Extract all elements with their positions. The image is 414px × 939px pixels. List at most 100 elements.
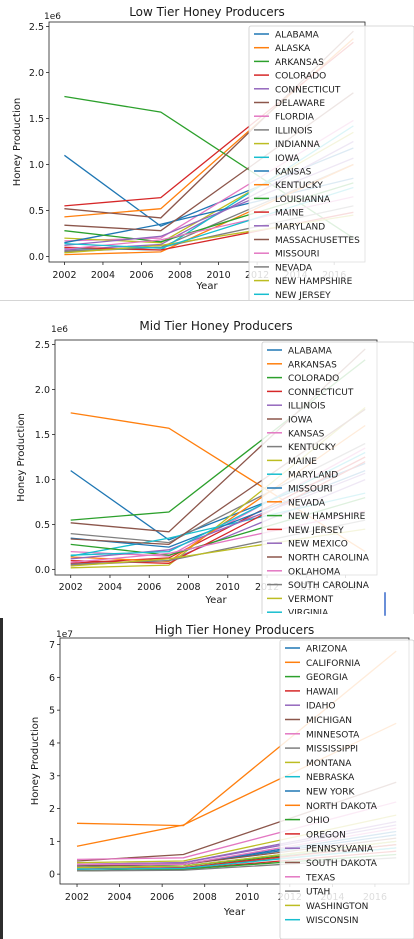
y-axis-multiplier: 1e6 (51, 325, 68, 335)
legend-label: MONTANA (306, 759, 352, 769)
chart-title: High Tier Honey Producers (155, 623, 315, 637)
legend-box (279, 639, 414, 939)
legend: ALABAMA ALASKA ARKANSAS COLORADO CONNECTICUT… (248, 25, 414, 300)
y-axis-multiplier: 1e6 (44, 12, 61, 22)
legend-label: OKLAHOMA (288, 567, 341, 577)
legend-label: ARIZONA (306, 645, 348, 655)
x-axis-label: Year (195, 281, 218, 292)
y-tick-label: 1.0 (35, 475, 50, 486)
legend-label: MICHIGAN (306, 716, 352, 726)
legend-label: COLORADO (275, 72, 326, 82)
x-tick-label: 2006 (150, 892, 174, 903)
legend-label: GEORGIA (306, 673, 349, 683)
legend-label: OREGON (306, 830, 346, 840)
y-tick-label: 2 (49, 804, 55, 815)
x-tick-label: 2004 (98, 582, 122, 593)
legend-label: COLORADO (288, 374, 339, 384)
legend-label: MARYLAND (275, 222, 325, 232)
legend-label: CONNECTICUT (288, 388, 354, 398)
y-tick-label: 1.5 (29, 114, 44, 125)
legend-label: NEW YORK (306, 788, 356, 798)
legend-label: SOUTH DAKOTA (306, 859, 378, 869)
scrollbar-thumb[interactable] (384, 592, 386, 616)
y-tick-label: 3 (49, 771, 55, 782)
y-axis-label: Honey Production (12, 98, 23, 186)
x-tick-label: 2004 (107, 892, 131, 903)
legend-label: ILLINOIS (275, 126, 313, 136)
mid-tier-chart-panel: Mid Tier Honey Producers 1e6 0.0 0.5 1.0 1.5 2… (0, 312, 414, 614)
legend-label: PENNSYLVANIA (306, 845, 374, 855)
legend-label: INDIANNA (275, 140, 321, 150)
legend-label: ARKANSAS (288, 360, 337, 370)
panel-divider (0, 300, 414, 301)
y-tick-label: 1 (49, 837, 55, 848)
y-tick-label: 1.5 (35, 430, 50, 441)
legend-label: IDAHO (306, 702, 335, 712)
x-tick-label: 2002 (65, 892, 89, 903)
y-tick-label: 2.5 (29, 22, 44, 33)
x-tick-label: 2010 (235, 892, 259, 903)
legend-label: NEVADA (288, 498, 326, 508)
x-axis-label: Year (223, 907, 246, 918)
legend-label: SOUTH CAROLINA (288, 581, 370, 591)
legend-label: IOWA (275, 154, 300, 164)
legend-label: NEW JERSEY (288, 526, 344, 536)
legend-label: VERMONT (288, 595, 334, 605)
y-tick-label: 7 (49, 640, 55, 651)
legend-label: HAWAII (306, 687, 338, 697)
y-tick-label: 5 (49, 706, 55, 717)
legend-label: CALIFORNIA (306, 659, 361, 669)
y-axis-label: Honey Production (16, 413, 27, 501)
legend-label: TEXAS (305, 873, 336, 883)
x-tick-label: 2006 (137, 582, 161, 593)
legend-label: MINNESOTA (306, 730, 360, 740)
legend-label: WISCONSIN (306, 916, 358, 926)
legend-label: MAINE (288, 457, 317, 467)
x-axis-label: Year (204, 595, 227, 606)
x-tick-label: 2004 (91, 270, 115, 281)
legend-box (248, 25, 414, 300)
legend-label: KANSAS (275, 168, 312, 178)
chart-title: Mid Tier Honey Producers (139, 319, 292, 333)
legend-label: NEW HAMPSHIRE (275, 277, 353, 287)
legend-label: ARKANSAS (275, 58, 324, 68)
legend-label: KENTUCKY (288, 443, 336, 453)
legend-label: ALABAMA (275, 31, 320, 41)
legend-label: ILLINOIS (288, 402, 326, 412)
y-axis-label: Honey Production (30, 717, 41, 805)
legend-label: OHIO (306, 816, 330, 826)
legend: ALABAMA ARKANSAS COLORADO CONNECTICUT ILLINO… (261, 341, 414, 614)
legend-label: NORTH CAROLINA (288, 554, 370, 564)
y-tick-label: 2.0 (35, 385, 50, 396)
legend-label: MISSOURI (288, 485, 332, 495)
legend-label: NEW MEXICO (288, 540, 348, 550)
legend-label: MISSISSIPPI (306, 745, 358, 755)
y-tick-label: 0.5 (35, 520, 50, 531)
y-tick-label: 0.5 (29, 206, 44, 217)
y-tick-label: 2.0 (29, 68, 44, 79)
chart-svg: High Tier Honey Producers 1e7 0 1 2 3 4 5 6 7 2002… (30, 623, 414, 939)
legend-label: LOUISIANNA (275, 195, 331, 205)
x-tick-label: 2008 (176, 582, 200, 593)
legend-label: NEW JERSEY (275, 291, 331, 300)
y-tick-label: 1.0 (29, 160, 44, 171)
legend-label: MAINE (275, 209, 304, 219)
y-tick-label: 4 (49, 738, 55, 749)
x-tick-label: 2006 (129, 270, 153, 281)
chart-svg: Mid Tier Honey Producers 1e6 0.0 0.5 1.0 1.5 2… (16, 319, 414, 614)
chart-title: Low Tier Honey Producers (129, 5, 285, 19)
y-tick-label: 0.0 (35, 565, 50, 576)
legend-label: KANSAS (288, 429, 325, 439)
y-tick-label: 6 (49, 673, 55, 684)
legend-label: UTAH (306, 888, 330, 898)
legend-label: CONNECTICUT (275, 85, 341, 95)
y-axis-multiplier: 1e7 (56, 630, 73, 640)
x-tick-label: 2002 (52, 270, 76, 281)
x-tick-label: 2002 (59, 582, 83, 593)
legend-label: ALABAMA (288, 347, 333, 357)
legend-label: MISSOURI (275, 250, 319, 260)
legend-label: DELAWARE (275, 99, 325, 109)
y-tick-label: 0 (49, 870, 55, 881)
legend-box (261, 341, 414, 614)
